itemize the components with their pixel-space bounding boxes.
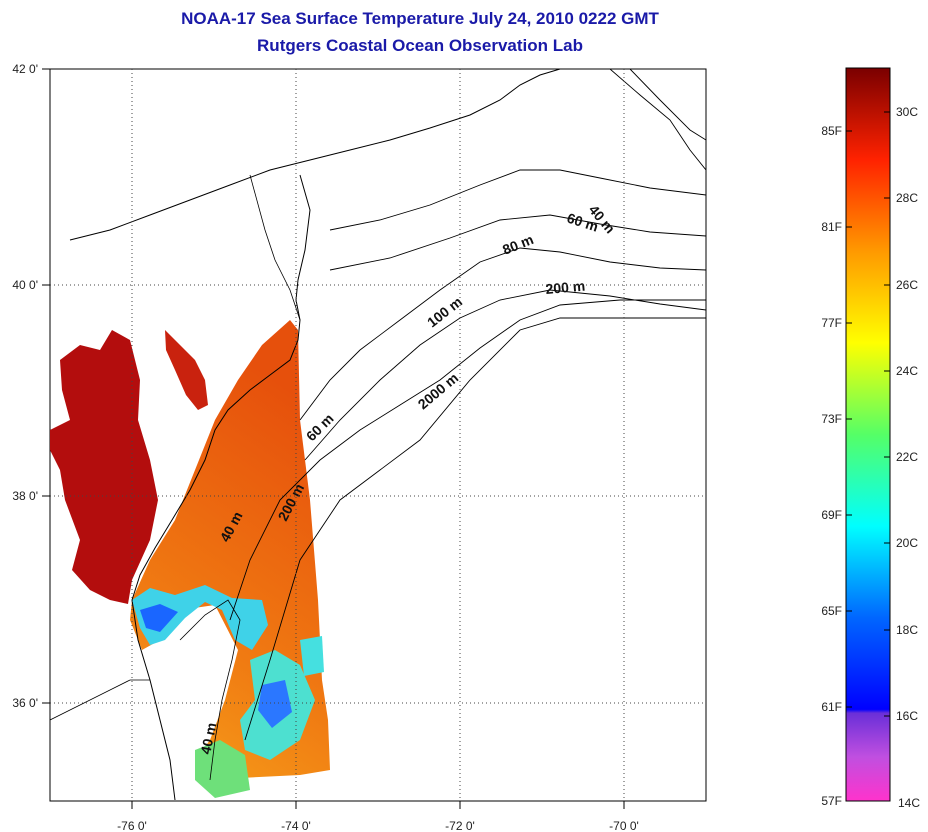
cold-patch <box>132 585 268 650</box>
chesapeake-bay <box>50 330 158 604</box>
colorbar-f-label: 61F <box>821 700 842 714</box>
map-title: NOAA-17 Sea Surface Temperature July 24,… <box>181 9 659 28</box>
cold-patch <box>195 740 250 798</box>
lat-label: 38 0' <box>12 489 38 503</box>
colorbar-ticks <box>846 111 890 717</box>
lat-label: 40 0' <box>12 278 38 292</box>
colorbar-c-label: 14C <box>898 796 920 810</box>
colorbar-c-label: 22C <box>896 450 918 464</box>
map-subtitle: Rutgers Coastal Ocean Observation Lab <box>257 36 583 55</box>
contour-80m <box>299 247 706 421</box>
cold-patch <box>300 636 324 676</box>
colorbar-c-label: 24C <box>896 364 918 378</box>
colorbar-f-label: 73F <box>821 412 842 426</box>
colorbar-c-label: 18C <box>896 623 918 637</box>
colorbar <box>845 67 891 802</box>
contour-2000m <box>244 317 706 741</box>
colorbar-c-label: 30C <box>896 105 918 119</box>
graticule <box>50 69 706 801</box>
colorbar-c-label: 28C <box>896 191 918 205</box>
contour-60m <box>329 214 706 271</box>
lon-label: -72 0' <box>445 819 475 832</box>
coastline-east <box>131 174 311 801</box>
colorbar-f-label: 69F <box>821 508 842 522</box>
map-frame <box>49 68 707 802</box>
colorbar-c-label: 26C <box>896 278 918 292</box>
colorbar-c-label: 20C <box>896 536 918 550</box>
contour-100m <box>229 299 706 621</box>
lon-label: -74 0' <box>281 819 311 832</box>
coastline-ny <box>249 174 301 321</box>
delaware-bay <box>165 330 208 410</box>
contour-gulf-maine <box>629 69 706 141</box>
cold-core <box>258 680 292 728</box>
colorbar-f-label: 65F <box>821 604 842 618</box>
colorbar-c-label: 16C <box>896 709 918 723</box>
contour-40m <box>329 169 706 231</box>
colorbar-f-label: 81F <box>821 220 842 234</box>
colorbar-f-label: 77F <box>821 316 842 330</box>
lat-label: 36 0' <box>12 696 38 710</box>
cold-core <box>140 604 178 632</box>
tick-marks <box>42 68 625 809</box>
lat-label: 42 0' <box>12 62 38 76</box>
lon-label: -70 0' <box>609 819 639 832</box>
lon-label: -76 0' <box>117 819 147 832</box>
colorbar-f-label: 85F <box>821 124 842 138</box>
contour-gulf-maine <box>609 69 706 171</box>
outer-banks <box>179 599 241 781</box>
contour-label: 200 m <box>545 278 586 297</box>
contour-label: 40 m <box>197 721 219 756</box>
coastline-north <box>69 69 561 241</box>
coastline-sound <box>50 679 150 721</box>
colorbar-f-label: 57F <box>821 794 842 808</box>
